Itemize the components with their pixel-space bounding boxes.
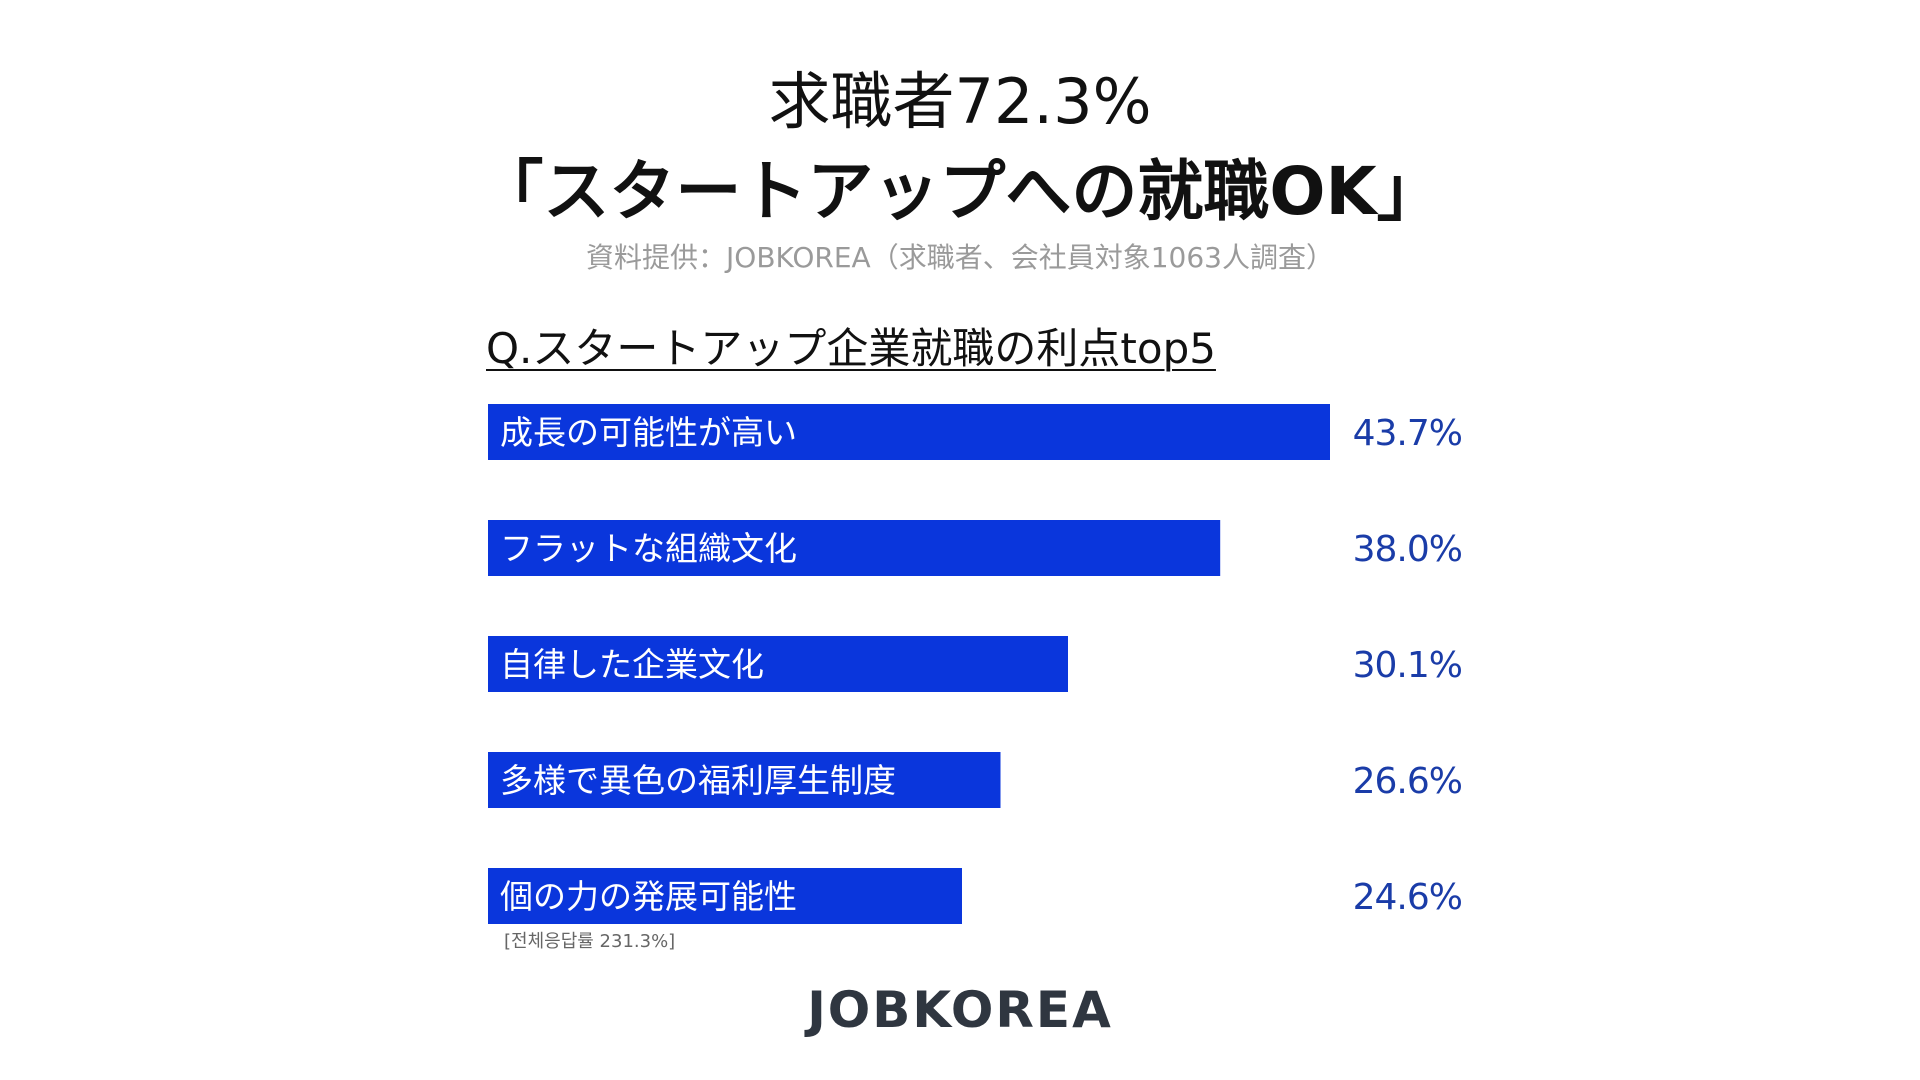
value-label-2: 38.0% <box>1353 529 1462 570</box>
question-heading: Q.スタートアップ企業就職の利点top5 <box>486 324 1216 373</box>
bar-5 <box>488 868 962 924</box>
bar-4 <box>488 752 1001 808</box>
value-label-3: 30.1% <box>1353 645 1462 686</box>
bar-1 <box>488 404 1330 460</box>
jobkorea-logo: JOBKOREA <box>807 981 1113 1039</box>
value-label-1: 43.7% <box>1353 413 1462 454</box>
value-label-5: 24.6% <box>1353 877 1462 918</box>
total-response-note: [전체응답률 231.3%] <box>504 931 676 952</box>
bar-label-4: 多様で異色の福利厚生制度 <box>500 761 896 800</box>
chart-title-line1: 求職者72.3% <box>768 65 1152 138</box>
value-label-4: 26.6% <box>1353 761 1462 802</box>
chart-title-line2: 「スタートアップへの就職OK」 <box>477 153 1443 230</box>
bar-label-2: フラットな組織文化 <box>500 529 797 568</box>
bar-label-1: 成長の可能性が高い <box>500 413 797 452</box>
bar-3 <box>488 636 1068 692</box>
bar-2 <box>488 520 1221 576</box>
source-credit: 資料提供：JOBKOREA（求職者、会社員対象1063人調査） <box>586 241 1334 274</box>
bar-label-5: 個の力の発展可能性 <box>500 877 797 916</box>
bar-label-3: 自律した企業文化 <box>500 645 764 684</box>
